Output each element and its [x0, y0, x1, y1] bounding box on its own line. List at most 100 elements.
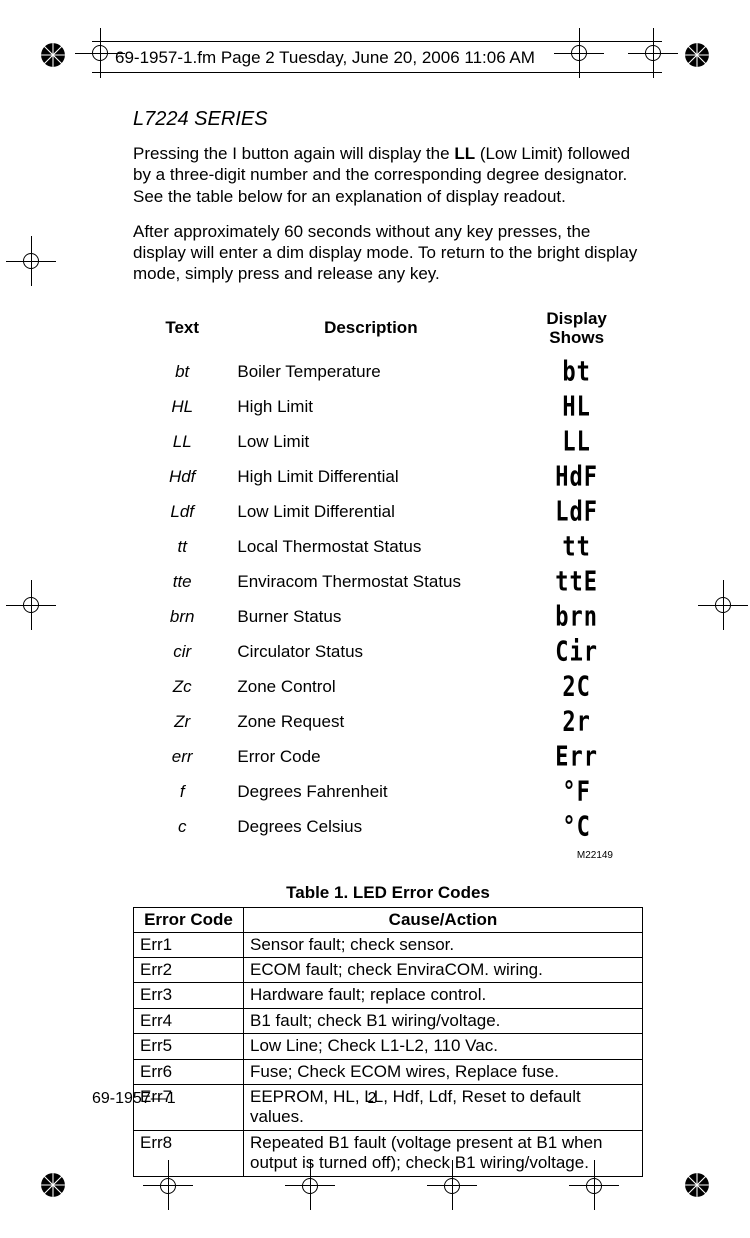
code-text: Zc: [135, 671, 229, 704]
code-description: Degrees Celsius: [231, 811, 510, 844]
content-area: L7224 SERIES Pressing the I button again…: [133, 108, 643, 1177]
table-row: Err8Repeated B1 fault (voltage present a…: [134, 1130, 643, 1176]
seven-segment-display: tt: [562, 531, 591, 562]
code-description: Boiler Temperature: [231, 356, 510, 389]
table-row: HdfHigh Limit Differential HdF: [135, 461, 641, 494]
seven-segment-display: 2C: [562, 671, 591, 702]
page: 69-1957-1.fm Page 2 Tuesday, June 20, 20…: [0, 0, 750, 1238]
code-display: HL: [512, 391, 641, 424]
crop-circle-icon: [715, 597, 731, 613]
seven-segment-display: Cir: [555, 636, 598, 667]
code-display: bt: [512, 356, 641, 389]
header-meta: 69-1957-1.fm Page 2 Tuesday, June 20, 20…: [115, 48, 535, 68]
error-codes-table: Error Code Cause/Action Err1Sensor fault…: [133, 907, 643, 1177]
error-cause: Low Line; Check L1-L2, 110 Vac.: [244, 1034, 643, 1059]
seven-segment-display: ttE: [555, 566, 598, 597]
registration-mark-icon: [40, 42, 66, 68]
code-text: brn: [135, 601, 229, 634]
code-text: cir: [135, 636, 229, 669]
code-description: Local Thermostat Status: [231, 531, 510, 564]
error-code: Err2: [134, 957, 244, 982]
codes-header-display-text: DisplayShows: [546, 309, 606, 348]
seven-segment-display: LL: [562, 426, 591, 457]
crop-circle-icon: [571, 45, 587, 61]
code-text: LL: [135, 426, 229, 459]
paragraph-2: After approximately 60 seconds without a…: [133, 221, 643, 285]
error-code: Err1: [134, 932, 244, 957]
code-description: Degrees Fahrenheit: [231, 776, 510, 809]
code-text: tte: [135, 566, 229, 599]
table-row: Err3Hardware fault; replace control.: [134, 983, 643, 1008]
error-code: Err4: [134, 1008, 244, 1033]
code-display: tt: [512, 531, 641, 564]
code-description: Error Code: [231, 741, 510, 774]
seven-segment-display: HdF: [555, 461, 598, 492]
code-description: Zone Request: [231, 706, 510, 739]
registration-mark-icon: [684, 1172, 710, 1198]
registration-mark-icon: [684, 42, 710, 68]
table-row: fDegrees Fahrenheit °F: [135, 776, 641, 809]
code-display: °C: [512, 811, 641, 844]
code-text: Ldf: [135, 496, 229, 529]
error-cause: B1 fault; check B1 wiring/voltage.: [244, 1008, 643, 1033]
table-row: Err4B1 fault; check B1 wiring/voltage.: [134, 1008, 643, 1033]
code-text: err: [135, 741, 229, 774]
para1-pre: Pressing the I button again will display…: [133, 144, 454, 163]
seven-segment-display: °C: [562, 811, 591, 842]
table-row: brnBurner Statusbrn: [135, 601, 641, 634]
table-row: btBoiler Temperaturebt: [135, 356, 641, 389]
footer: 69-1957—1 2: [92, 1090, 652, 1108]
code-description: High Limit: [231, 391, 510, 424]
table-row: Err5Low Line; Check L1-L2, 110 Vac.: [134, 1034, 643, 1059]
codes-header-text: Text: [135, 309, 229, 354]
code-text: f: [135, 776, 229, 809]
table-row: cirCirculator StatusCir: [135, 636, 641, 669]
err-header-cause: Cause/Action: [244, 907, 643, 932]
table1-caption: Table 1. LED Error Codes: [133, 883, 643, 903]
table-row: Err1Sensor fault; check sensor.: [134, 932, 643, 957]
error-code: Err3: [134, 983, 244, 1008]
registration-mark-icon: [40, 1172, 66, 1198]
header-rule: [92, 72, 662, 73]
footer-doc-number: 69-1957—1: [92, 1090, 176, 1107]
crop-circle-icon: [586, 1178, 602, 1194]
code-description: Zone Control: [231, 671, 510, 704]
crop-circle-icon: [92, 45, 108, 61]
error-cause: Hardware fault; replace control.: [244, 983, 643, 1008]
code-display: HdF: [512, 461, 641, 494]
header-rule: [92, 41, 662, 42]
crop-circle-icon: [23, 597, 39, 613]
table-row: Err6Fuse; Check ECOM wires, Replace fuse…: [134, 1059, 643, 1084]
seven-segment-display: LdF: [555, 496, 598, 527]
seven-segment-display: °F: [562, 776, 591, 807]
seven-segment-display: HL: [562, 391, 591, 422]
code-text: tt: [135, 531, 229, 564]
table-row: ttLocal Thermostat Statustt: [135, 531, 641, 564]
series-title: L7224 SERIES: [133, 108, 643, 131]
code-description: Low Limit Differential: [231, 496, 510, 529]
crop-circle-icon: [302, 1178, 318, 1194]
code-display: LL: [512, 426, 641, 459]
code-display: Err: [512, 741, 641, 774]
footer-page-number: 2: [368, 1090, 377, 1108]
table-row: ZrZone Request2r: [135, 706, 641, 739]
code-description: High Limit Differential: [231, 461, 510, 494]
seven-segment-display: bt: [562, 356, 591, 387]
crop-circle-icon: [444, 1178, 460, 1194]
error-cause: ECOM fault; check EnviraCOM. wiring.: [244, 957, 643, 982]
codes-header-description: Description: [231, 309, 510, 354]
code-display: 2C: [512, 671, 641, 704]
code-text: c: [135, 811, 229, 844]
code-display: °F: [512, 776, 641, 809]
display-codes-table: Text Description DisplayShows bt Boiler T…: [133, 307, 643, 846]
codes-header-display: DisplayShows: [512, 309, 641, 354]
code-description: Burner Status: [231, 601, 510, 634]
seven-segment-display: Err: [555, 741, 598, 772]
table-row: LLLow LimitLL: [135, 426, 641, 459]
code-text: Hdf: [135, 461, 229, 494]
paragraph-1: Pressing the I button again will display…: [133, 143, 643, 207]
crop-circle-icon: [160, 1178, 176, 1194]
para1-bold: LL: [454, 144, 475, 163]
code-display: brn: [512, 601, 641, 634]
figure-reference: M22149: [133, 850, 643, 861]
